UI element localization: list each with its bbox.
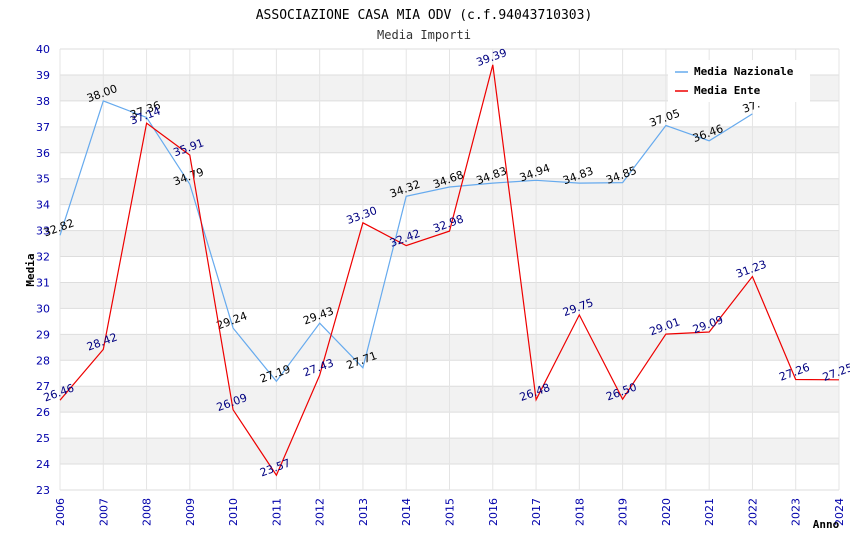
gridlines [59,48,840,491]
x-tick-label: 2022 [746,498,759,526]
y-axis-ticks: 23 24 25 26 27 28 29 30 31 32 33 34 35 36 37 38 39 40 [36,43,50,497]
x-axis-ticks: 2006 2007 2008 2009 2010 2011 2012 2013 2014 2015… [54,498,846,526]
x-tick-label: 2010 [227,498,240,526]
x-tick-label: 2024 [833,498,846,526]
y-tick-label: 37 [36,121,50,134]
x-tick-label: 2007 [97,498,110,526]
x-tick-label: 2008 [141,498,154,526]
x-tick-label: 2019 [617,498,630,526]
legend-box [668,60,810,102]
x-tick-label: 2011 [270,498,283,526]
series-line-media-ente [59,64,840,477]
legend: Media Nazionale Media Ente [668,60,810,102]
y-tick-label: 32 [36,251,50,264]
y-tick-label: 40 [36,43,50,56]
chart-subtitle: Media Importi [377,28,471,42]
x-tick-label: 2013 [357,498,370,526]
chart-title: ASSOCIAZIONE CASA MIA ODV (c.f.940437103… [256,8,593,23]
y-tick-label: 33 [36,225,50,238]
x-axis-label: Anno [813,518,840,531]
y-tick-label: 31 [36,276,50,289]
legend-label-media-nazionale: Media Nazionale [694,65,794,78]
legend-label-media-ente: Media Ente [694,84,761,97]
x-tick-label: 2021 [703,498,716,526]
x-tick-label: 2016 [487,498,500,526]
x-tick-label: 2012 [314,498,327,526]
series-line-media-nazionale [59,100,753,383]
y-tick-label: 30 [36,302,50,315]
x-tick-label: 2023 [790,498,803,526]
y-tick-label: 36 [36,147,50,160]
y-tick-label: 34 [36,199,50,212]
y-tick-label: 39 [36,69,50,82]
data-label-media-nazionale: 37. [741,97,762,115]
y-tick-label: 28 [36,354,50,367]
y-tick-label: 35 [36,173,50,186]
y-tick-label: 26 [36,406,50,419]
y-tick-label: 38 [36,95,50,108]
y-tick-label: 23 [36,484,50,497]
x-tick-label: 2020 [660,498,673,526]
x-tick-label: 2018 [573,498,586,526]
x-tick-label: 2006 [54,498,67,526]
y-tick-label: 29 [36,328,50,341]
x-tick-label: 2017 [530,498,543,526]
y-tick-label: 25 [36,432,50,445]
x-tick-label: 2014 [400,498,413,526]
x-tick-label: 2015 [444,498,457,526]
y-tick-label: 24 [36,458,50,471]
y-axis-label: Media [24,253,37,286]
y-tick-label: 27 [36,380,50,393]
x-tick-label: 2009 [184,498,197,526]
